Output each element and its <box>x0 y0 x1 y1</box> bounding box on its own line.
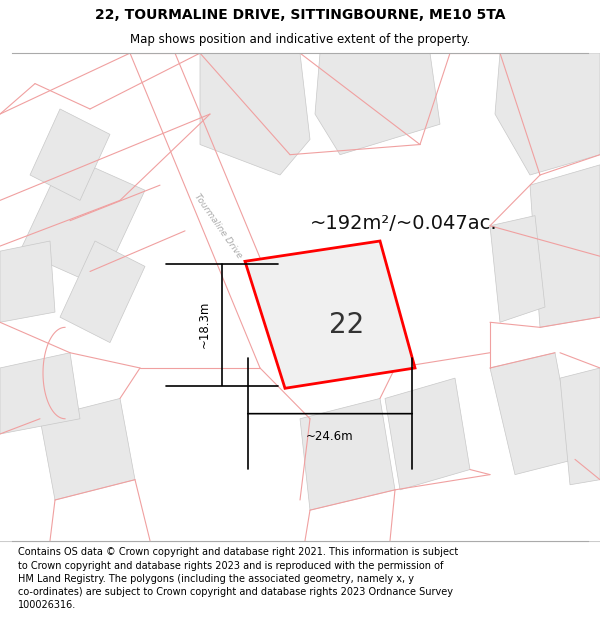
Polygon shape <box>0 241 55 322</box>
Polygon shape <box>495 53 600 175</box>
Text: 22, TOURMALINE DRIVE, SITTINGBOURNE, ME10 5TA: 22, TOURMALINE DRIVE, SITTINGBOURNE, ME1… <box>95 8 505 22</box>
Text: Contains OS data © Crown copyright and database right 2021. This information is : Contains OS data © Crown copyright and d… <box>18 548 458 610</box>
Text: Tourmaline Drive: Tourmaline Drive <box>193 192 244 260</box>
Polygon shape <box>200 53 310 175</box>
Text: ~192m²/~0.047ac.: ~192m²/~0.047ac. <box>310 214 497 233</box>
Text: Map shows position and indicative extent of the property.: Map shows position and indicative extent… <box>130 33 470 46</box>
Polygon shape <box>0 352 80 434</box>
Text: 22: 22 <box>329 311 364 339</box>
Polygon shape <box>560 368 600 485</box>
Polygon shape <box>490 216 545 322</box>
Polygon shape <box>490 352 575 474</box>
Text: ~18.3m: ~18.3m <box>197 301 211 349</box>
Polygon shape <box>20 154 145 287</box>
Polygon shape <box>300 399 395 510</box>
Polygon shape <box>40 399 135 500</box>
Polygon shape <box>60 241 145 342</box>
Polygon shape <box>315 53 440 154</box>
Polygon shape <box>245 241 415 388</box>
Polygon shape <box>530 165 600 328</box>
Text: ~24.6m: ~24.6m <box>306 429 354 442</box>
Polygon shape <box>30 109 110 201</box>
Polygon shape <box>385 378 470 490</box>
